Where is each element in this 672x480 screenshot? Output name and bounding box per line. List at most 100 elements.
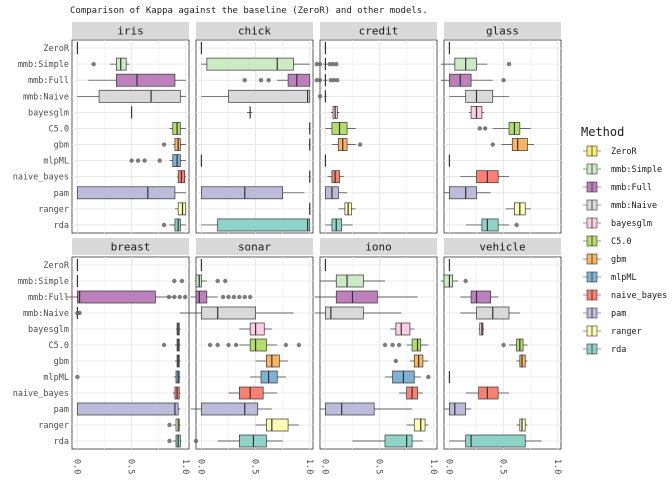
outlier-point — [242, 78, 247, 83]
box-ranger — [308, 202, 311, 215]
x-tick-label: 1.0 — [304, 459, 314, 474]
box-mmb:Simple — [91, 57, 130, 71]
box-mmb:Naive — [460, 306, 520, 320]
legend-title: Method — [581, 125, 624, 139]
y-tick-label: mmb:Simple — [18, 277, 69, 287]
panel-frame — [443, 39, 562, 234]
y-tick-label: mlpML — [43, 157, 69, 167]
outlier-point — [247, 294, 253, 300]
facet-panel-iris: iris — [71, 22, 190, 234]
panel-frame — [71, 256, 190, 450]
box-ranger — [174, 202, 187, 216]
y-tick-label: ranger — [38, 205, 69, 215]
iqr-box — [411, 338, 422, 352]
x-tick-label: 1.0 — [428, 459, 438, 474]
iqr-box — [465, 434, 526, 448]
outlier-point — [266, 78, 271, 83]
iqr-box — [325, 306, 364, 320]
box-naive_bayes — [228, 386, 278, 400]
facet-strip — [196, 238, 313, 255]
facet-strip-label: iris — [117, 25, 144, 38]
legend-item-mmb:Simple: mmb:Simple — [583, 163, 662, 175]
legend-item-mmb:Naive: mmb:Naive — [583, 199, 657, 211]
facet-panels: iris chick credit glass breast sonar iono vehic… — [66, 22, 562, 450]
legend-item-bayesglm: bayesglm — [583, 217, 652, 229]
y-tick-label: rda — [54, 221, 69, 231]
facet-strip-label: credit — [359, 25, 399, 38]
iqr-box — [98, 89, 181, 103]
box-mmb:Full — [314, 290, 418, 304]
facet-strip-label: breast — [111, 241, 151, 254]
box-C5.0 — [501, 338, 528, 352]
outlier-point — [215, 278, 220, 284]
y-tick-label: mmb:Naive — [23, 92, 69, 102]
facet-strip — [72, 238, 189, 255]
box-pam — [77, 402, 181, 416]
x-tick-label: 0.5 — [498, 459, 508, 474]
box-rda — [167, 434, 182, 448]
facet-panel-glass: glass — [440, 22, 562, 234]
box-C5.0 — [477, 122, 531, 135]
outlier-point — [506, 61, 512, 67]
outlier-point — [258, 78, 264, 83]
panel-frame — [195, 39, 314, 234]
legend-item-ranger: ranger — [583, 325, 642, 337]
box-C5.0 — [382, 338, 429, 352]
y-tick-label: mlpML — [43, 373, 69, 383]
y-tick-label: bayesglm — [28, 108, 69, 118]
box-mlpML — [385, 370, 431, 384]
box-rda — [325, 218, 353, 232]
box-rda — [352, 434, 423, 448]
iqr-box — [266, 354, 280, 368]
outlier-point — [393, 358, 399, 364]
y-tick-label: naive_bayes — [13, 173, 69, 183]
legend-label: C5.0 — [611, 237, 631, 247]
y-tick-label: ZeroR — [43, 261, 69, 271]
y-tick-label: C5.0 — [49, 341, 69, 351]
outlier-point — [172, 294, 177, 300]
outlier-point — [514, 222, 519, 228]
outlier-point — [161, 222, 167, 228]
outlier-point — [330, 61, 336, 67]
box-mlpML — [129, 154, 186, 168]
outlier-point — [357, 142, 363, 147]
iqr-box — [201, 306, 256, 320]
outlier-point — [501, 78, 506, 83]
legend-item-naive_bayes: naive_bayes — [583, 289, 667, 301]
outlier-point — [207, 342, 213, 348]
outlier-point — [193, 438, 199, 444]
iqr-box — [335, 290, 378, 304]
outlier-point — [172, 278, 177, 284]
box-pam — [77, 186, 186, 200]
outlier-point — [296, 342, 302, 348]
legend-label: pam — [611, 309, 626, 319]
panel-frame — [71, 39, 190, 234]
y-tick-label: ranger — [38, 421, 69, 431]
outlier-point — [182, 294, 188, 300]
outlier-point — [283, 342, 289, 348]
box-pam — [201, 186, 305, 200]
outlier-point — [166, 294, 172, 300]
box-bayesglm — [176, 322, 181, 336]
iqr-box — [77, 402, 179, 416]
box-mmb:Simple — [320, 274, 385, 288]
iqr-box — [116, 73, 176, 87]
y-tick-label: gbm — [54, 357, 69, 367]
x-tick-label: 0.5 — [250, 459, 260, 474]
iqr-box — [217, 218, 311, 232]
outlier-point — [334, 61, 339, 67]
outlier-point — [482, 126, 488, 131]
legend-label: mmb:Simple — [611, 165, 662, 175]
outlier-point — [142, 158, 147, 163]
box-gbm — [393, 354, 429, 368]
outlier-point — [161, 342, 167, 348]
box-mmb:Full — [166, 290, 253, 304]
box-mmb:Naive — [201, 89, 311, 103]
outlier-point — [91, 61, 96, 67]
iqr-box — [266, 418, 289, 432]
chart-title: Comparison of Kappa against the baseline… — [70, 6, 428, 16]
outlier-point — [490, 142, 495, 147]
box-naive_bayes — [308, 170, 311, 183]
outlier-point — [226, 294, 231, 300]
